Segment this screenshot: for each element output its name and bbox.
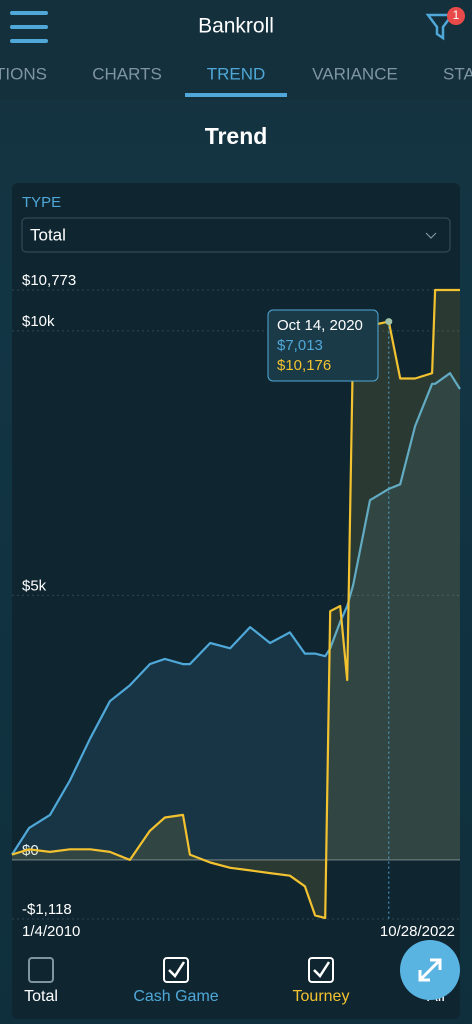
checkbox[interactable] [163, 957, 189, 983]
card [12, 183, 460, 1019]
y-tick-label: $10k [22, 313, 55, 330]
checkbox[interactable] [28, 957, 54, 983]
filter-button[interactable]: 1 [425, 7, 465, 41]
x-tick-label: 10/28/2022 [380, 923, 455, 940]
app-title: Bankroll [198, 15, 274, 38]
tab[interactable]: STA [443, 64, 472, 83]
area [12, 373, 460, 860]
tab[interactable]: CHARTS [92, 64, 162, 83]
x-tick-label: 1/4/2010 [22, 923, 80, 940]
app-bar [0, 0, 472, 100]
tab-active[interactable]: TREND [207, 64, 266, 83]
tooltip-value: $7,013 [277, 337, 323, 354]
line [11, 288, 460, 920]
tooltip-title: Oct 14, 2020 [277, 317, 363, 334]
tooltip [267, 309, 379, 382]
area [12, 290, 460, 918]
y-tick-label: -$1,118 [22, 901, 72, 918]
badge: 1 [453, 8, 460, 22]
section-title: Trend [205, 123, 268, 149]
legend-entry: Tourney [293, 988, 350, 1005]
y-tick-label: $10,773 [22, 272, 76, 289]
y-tick-label: $5k [22, 577, 47, 594]
check [168, 961, 186, 978]
legend-entry: Cash Game [133, 988, 218, 1005]
expand-icon [418, 958, 442, 982]
type-select[interactable]: Total [21, 217, 451, 253]
check [313, 961, 331, 978]
menu-button[interactable] [10, 11, 48, 43]
type-value: Total [30, 225, 66, 244]
tooltip-value: $10,176 [277, 357, 331, 374]
line [11, 372, 461, 856]
tab[interactable]: TIONS [0, 64, 47, 83]
highlight-dot [385, 318, 393, 326]
type-label: TYPE [22, 194, 61, 211]
checkbox[interactable] [308, 957, 334, 983]
toggles: Total Cash Game Tourney All [24, 940, 460, 1005]
toggle-label: Total [24, 988, 58, 1005]
tab[interactable]: VARIANCE [312, 64, 398, 83]
tab-indicator [185, 93, 287, 97]
